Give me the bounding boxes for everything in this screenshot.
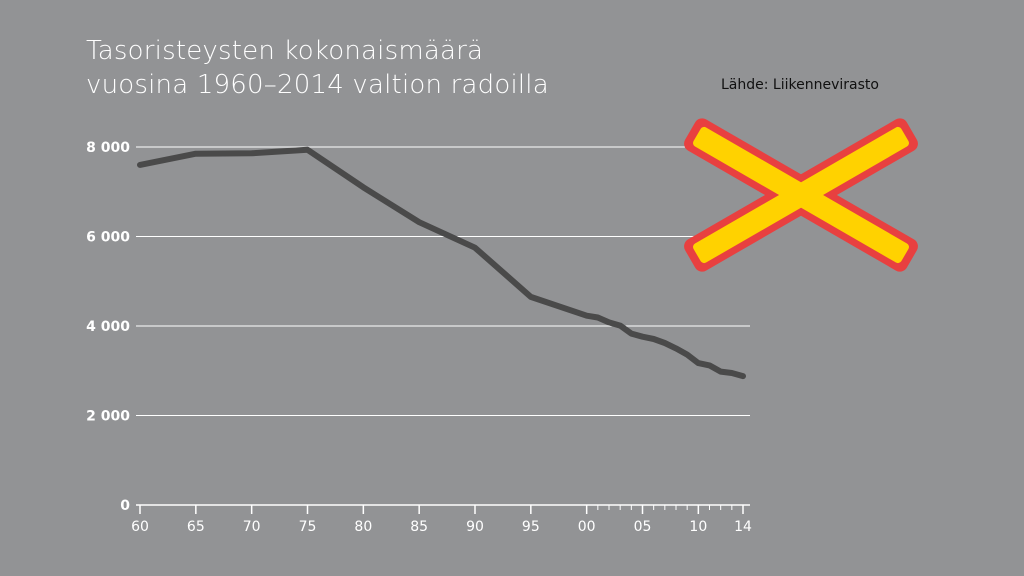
data-point [674, 346, 678, 350]
y-tick-label: 0 [120, 498, 130, 514]
y-tick-label: 2 000 [86, 409, 130, 425]
railway-crossing-sign-icon [684, 118, 918, 272]
data-point [194, 152, 198, 156]
x-tick-label: 65 [187, 519, 205, 535]
data-point [585, 314, 589, 318]
data-point [306, 148, 309, 152]
x-tick-label: 60 [131, 519, 149, 535]
data-point [741, 374, 745, 378]
chart-title: Tasoristeysten kokonaismäärä vuosina 196… [86, 34, 549, 102]
grid-lines [136, 146, 750, 416]
data-point [663, 341, 667, 345]
data-point [250, 151, 254, 155]
data-point [719, 370, 723, 374]
data-point [685, 353, 689, 357]
y-tick-label: 6 000 [86, 230, 130, 246]
x-tick-label: 95 [522, 519, 540, 535]
x-axis [136, 504, 750, 514]
chart-title-line-2: vuosina 1960–2014 valtion radoilla [86, 70, 549, 100]
data-point [417, 220, 421, 224]
data-point [596, 316, 600, 319]
x-tick-label: 05 [634, 519, 652, 535]
data-point [730, 371, 734, 375]
chart-source: Lähde: Liikennevirasto [721, 77, 879, 93]
y-tick-label: 8 000 [86, 140, 130, 156]
x-tick-label: 90 [466, 519, 484, 535]
data-point [618, 324, 622, 328]
x-tick-label: 85 [410, 519, 428, 535]
x-tick-label: 14 [734, 519, 752, 535]
data-point [138, 163, 142, 167]
x-tick-labels: 60 65 70 75 80 85 90 95 00 05 10 14 [131, 519, 752, 535]
sign-arm-fill [693, 126, 909, 264]
data-point [529, 295, 533, 299]
x-tick-label: 75 [299, 519, 317, 535]
x-tick-label: 00 [578, 519, 596, 535]
data-point [629, 332, 633, 336]
series-line [137, 146, 746, 380]
chart-title-line-1: Tasoristeysten kokonaismäärä [86, 36, 484, 66]
series-layer [137, 146, 746, 380]
data-point [641, 335, 644, 339]
data-point [473, 246, 477, 250]
data-point [652, 337, 656, 341]
x-tick-label: 70 [243, 519, 261, 535]
data-point [361, 185, 365, 189]
y-tick-labels: 0 2 000 4 000 6 000 8 000 [86, 140, 130, 514]
y-tick-label: 4 000 [86, 319, 130, 335]
data-point [696, 361, 700, 365]
data-point [607, 320, 611, 324]
x-tick-label: 80 [354, 519, 372, 535]
x-tick-label: 10 [689, 519, 707, 535]
data-point [708, 363, 711, 367]
